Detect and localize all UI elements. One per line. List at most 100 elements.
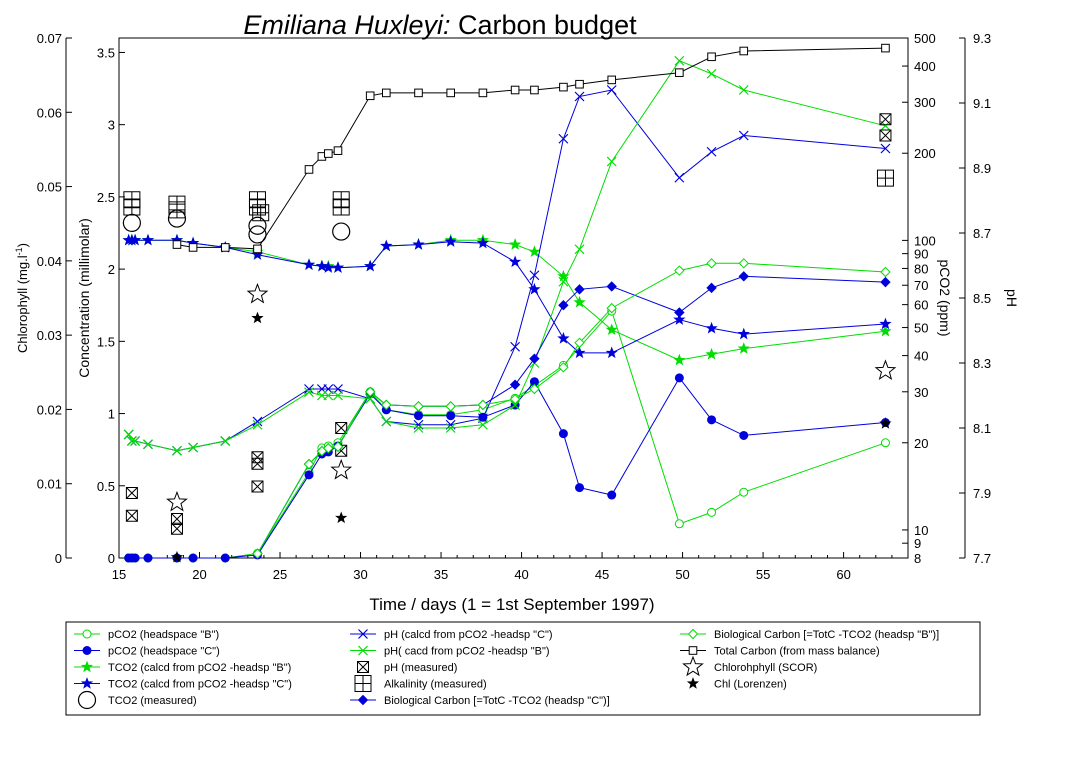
data-point <box>879 113 892 126</box>
data-point <box>128 233 142 246</box>
legend-marker <box>80 677 94 689</box>
data-point <box>508 238 522 250</box>
plot-frame <box>118 37 909 559</box>
chlorophyll-axis-label-main: Chlorophyll (mg.l <box>15 255 30 353</box>
series-9 <box>252 271 891 559</box>
pco2-tick-label: 500 <box>914 31 936 46</box>
data-point <box>381 416 392 427</box>
data-point <box>737 342 750 354</box>
data-point <box>188 442 198 453</box>
data-point <box>220 436 231 446</box>
data-point <box>675 68 684 77</box>
data-point <box>528 245 541 257</box>
legend-marker <box>358 629 368 639</box>
pco2-axis-label: pCO2 (ppm) <box>937 259 953 336</box>
data-point <box>574 337 585 348</box>
pco2-tick-label: 400 <box>914 59 936 74</box>
data-point <box>413 411 423 421</box>
data-point <box>380 239 393 252</box>
concentration-tick-label: 2.5 <box>97 190 115 205</box>
data-point <box>880 438 890 448</box>
data-point <box>573 295 586 308</box>
concentration-tick-label: 1 <box>108 407 115 422</box>
data-point <box>706 282 717 294</box>
data-point <box>248 225 267 244</box>
ph-tick-label: 8.1 <box>973 421 991 436</box>
x-axis-label: Time / days (1 = 1st September 1997) <box>369 595 654 614</box>
series-3 <box>122 233 892 359</box>
data-point <box>738 130 749 141</box>
data-point <box>125 487 138 499</box>
x-tick-label: 60 <box>836 567 850 582</box>
pco2-tick-label: 30 <box>914 385 928 400</box>
data-point <box>879 324 892 337</box>
data-point <box>251 480 264 493</box>
data-point <box>674 55 685 66</box>
data-point <box>879 417 892 429</box>
data-point <box>510 341 521 352</box>
series-2 <box>122 233 892 366</box>
data-point <box>738 271 749 282</box>
data-point <box>477 399 489 411</box>
series-line <box>257 262 886 554</box>
x-tick-label: 45 <box>595 567 609 582</box>
pco2-tick-label: 9 <box>914 536 921 551</box>
x-tick-label: 35 <box>434 567 448 582</box>
data-point <box>143 553 153 563</box>
data-point <box>478 88 488 98</box>
series-line <box>128 60 886 452</box>
series-line <box>128 310 886 559</box>
series-12 <box>166 282 897 512</box>
chlorophyll-tick-label: 0.07 <box>37 31 62 46</box>
concentration-tick-label: 3 <box>108 118 115 133</box>
pco2-tick-label: 100 <box>914 233 936 248</box>
chlorophyll-axis-label: Chlorophyll (mg.l-1) <box>14 243 30 353</box>
data-point <box>322 261 335 273</box>
data-point <box>381 88 391 98</box>
concentration-tick-label: 0 <box>108 551 115 566</box>
data-point <box>252 419 263 430</box>
legend-label: Chl (Lorenzen) <box>714 679 787 691</box>
data-point <box>558 362 569 373</box>
legend-marker <box>682 655 704 677</box>
data-point <box>706 68 717 79</box>
pco2-tick-label: 10 <box>914 523 928 538</box>
data-point <box>673 313 686 325</box>
data-point <box>253 244 262 254</box>
data-point <box>509 393 521 405</box>
chlorophyll-axis-label-sup: -1 <box>14 247 24 255</box>
legend-label: pCO2 (headspace "B") <box>108 629 219 641</box>
ph-tick-label: 9.3 <box>973 31 991 46</box>
data-point <box>304 384 314 394</box>
chlorophyll-tick-label: 0.01 <box>37 477 62 492</box>
series-11 <box>172 43 890 254</box>
data-point <box>381 399 392 411</box>
data-point <box>607 490 617 500</box>
data-point <box>881 43 890 53</box>
x-tick-label: 15 <box>112 567 126 582</box>
data-point <box>879 129 892 142</box>
data-point <box>558 276 569 287</box>
data-point <box>304 470 314 480</box>
data-point <box>575 483 585 493</box>
pco2-tick-label: 80 <box>914 261 928 276</box>
series-layer <box>122 43 897 563</box>
data-point <box>529 270 540 281</box>
legend-marker <box>357 661 369 673</box>
data-point <box>331 261 345 273</box>
ph-tick-label: 8.9 <box>973 161 991 176</box>
legend-marker <box>80 660 94 673</box>
data-point <box>446 88 456 98</box>
data-point <box>413 401 424 412</box>
data-point <box>141 233 155 246</box>
x-tick-label: 30 <box>353 567 367 582</box>
legend-label: pH( cacd from pCO2 -headsp "B") <box>384 646 550 658</box>
data-point <box>477 419 488 430</box>
data-point <box>413 423 424 433</box>
legend-label: TCO2 (calcd from pCO2 -headsp "C") <box>108 679 292 691</box>
concentration-axis-label: Concentration (millimolar) <box>76 218 92 378</box>
pco2-tick-label: 60 <box>914 298 928 313</box>
data-point <box>707 52 716 62</box>
data-point <box>130 436 141 446</box>
x-tick-label: 20 <box>192 567 206 582</box>
